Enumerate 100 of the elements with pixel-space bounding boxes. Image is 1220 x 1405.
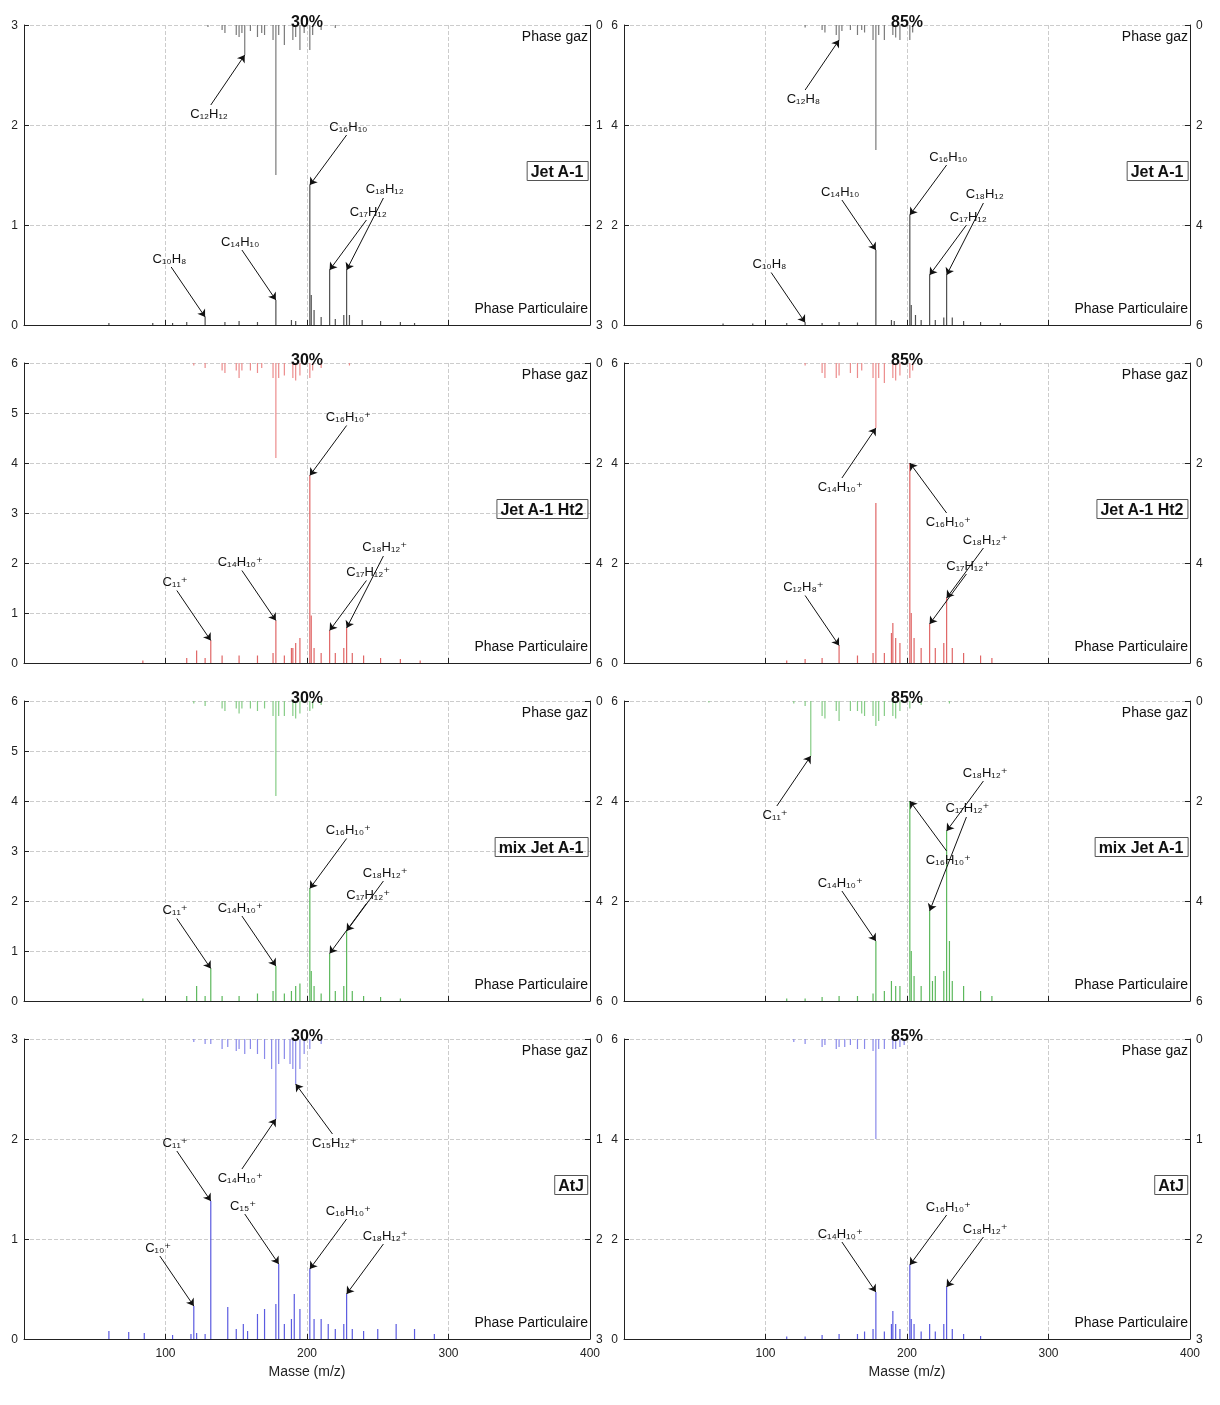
y2-tick-label: 2 — [596, 218, 603, 232]
annotation: C₁₄H₁₀⁺ — [817, 479, 863, 495]
chart-title: 85% — [890, 1026, 924, 1044]
y-tick-label: 6 — [611, 18, 619, 32]
annotation: C₁₄H₁₀⁺ — [817, 1225, 863, 1241]
annotation: C₁₆H₁₀⁺ — [325, 822, 371, 838]
y-tick-label: 1 — [11, 1232, 19, 1246]
annotation: C₁₄H₁₀ — [221, 233, 260, 249]
annotation: C₁₁⁺ — [162, 1134, 188, 1150]
y-tick-label: 0 — [611, 318, 619, 332]
y-tick-label: 2 — [611, 894, 619, 908]
y2-tick-label: 4 — [596, 556, 603, 570]
chart-title: 30% — [290, 1026, 324, 1044]
annotation: C₁₇H₁₂⁺ — [945, 800, 990, 816]
y-tick-label: 4 — [11, 794, 19, 808]
annotation: C₁₆H₁₀⁺ — [925, 1198, 971, 1214]
annotation: Phase gaz — [1121, 28, 1189, 44]
y2-tick-label: 0 — [596, 1032, 603, 1046]
y-tick-label: 2 — [11, 894, 19, 908]
annotation: C₁₆H₁₀ — [329, 118, 368, 134]
annotation: C₁₄H₁₀⁺ — [217, 899, 263, 915]
annotation: C₁₆H₁₀⁺ — [325, 409, 371, 425]
y-tick-label: 3 — [11, 1032, 19, 1046]
annotation: Phase Particulaire — [1074, 300, 1189, 316]
x-tick-label: 400 — [1179, 1346, 1201, 1360]
y2-tick-label: 3 — [1196, 1332, 1203, 1346]
annotation: Phase gaz — [1121, 366, 1189, 382]
annotation: C₁₈H₁₂⁺ — [362, 864, 408, 880]
annotation: Phase Particulaire — [474, 1314, 589, 1330]
y-tick-label: 5 — [11, 406, 19, 420]
annotation: C₁₄H₁₀⁺ — [217, 1170, 263, 1186]
annotation: C₁₀H₈ — [752, 256, 787, 272]
annotation: C₁₁⁺ — [162, 902, 188, 918]
annotation: C₁₈H₁₂⁺ — [362, 539, 408, 555]
annotation: C₁₁⁺ — [762, 807, 788, 823]
y2-tick-label: 6 — [596, 994, 603, 1008]
x-tick-label: 300 — [438, 1346, 459, 1360]
chart-title: 85% — [890, 12, 924, 30]
y2-tick-label: 4 — [1196, 894, 1203, 908]
annotation: C₁₈H₁₂⁺ — [962, 1220, 1008, 1236]
annotation: Phase gaz — [521, 704, 589, 720]
y2-tick-label: 1 — [1196, 1132, 1203, 1146]
x-tick-label: 200 — [896, 1346, 918, 1360]
y-tick-label: 1 — [11, 606, 19, 620]
y2-tick-label: 0 — [1196, 1032, 1203, 1046]
y2-tick-label: 2 — [596, 794, 603, 808]
y-tick-label: 2 — [611, 1232, 619, 1246]
y-tick-label: 2 — [11, 118, 19, 132]
y-tick-label: 4 — [611, 118, 619, 132]
y-tick-label: 5 — [11, 744, 19, 758]
annotation: Phase gaz — [1121, 704, 1189, 720]
annotation: C₁₈H₁₂⁺ — [962, 764, 1008, 780]
y-tick-label: 6 — [11, 694, 19, 708]
y-tick-label: 6 — [611, 1032, 619, 1046]
y-tick-label: 0 — [11, 1332, 19, 1346]
y-tick-label: 6 — [611, 694, 619, 708]
y-tick-label: 4 — [11, 456, 19, 470]
y2-tick-label: 2 — [1196, 1232, 1203, 1246]
y2-tick-label: 4 — [1196, 218, 1203, 232]
y-tick-label: 0 — [611, 994, 619, 1008]
x-tick-label: 400 — [579, 1346, 601, 1360]
y-tick-label: 0 — [611, 1332, 619, 1346]
annotation: C₁₄H₁₀ — [821, 183, 860, 199]
annotation: C₁₇H₁₂ — [949, 208, 987, 224]
annotation: C₁₈H₁₂ — [365, 181, 404, 197]
x-axis-title: Masse (m/z) — [868, 1362, 946, 1379]
y2-tick-label: 6 — [1196, 994, 1203, 1008]
chart-title: 85% — [890, 688, 924, 706]
annotation: AtJ — [1158, 1176, 1184, 1194]
y-tick-label: 1 — [11, 944, 19, 958]
annotation: C₁₅⁺ — [230, 1197, 256, 1213]
x-tick-label: 200 — [296, 1346, 318, 1360]
y2-tick-label: 6 — [1196, 656, 1203, 670]
annotation: Jet A-1 — [1130, 162, 1184, 180]
annotation: C₁₆H₁₀ — [929, 148, 968, 164]
annotation: mix Jet A-1 — [498, 838, 584, 856]
annotation: Phase gaz — [521, 1042, 589, 1058]
y-tick-label: 0 — [11, 994, 19, 1008]
y-tick-label: 0 — [11, 318, 19, 332]
annotation: Phase Particulaire — [1074, 976, 1189, 992]
annotation: AtJ — [558, 1176, 584, 1194]
chart-title: 30% — [290, 350, 324, 368]
y2-tick-label: 1 — [596, 1132, 603, 1146]
y2-tick-label: 2 — [1196, 794, 1203, 808]
chart-title: 30% — [290, 12, 324, 30]
annotation: C₁₄H₁₀⁺ — [817, 874, 863, 890]
y-tick-label: 4 — [611, 456, 619, 470]
annotation: C₁₈H₁₂⁺ — [362, 1227, 408, 1243]
y2-tick-label: 0 — [1196, 694, 1203, 708]
y2-tick-label: 1 — [596, 118, 603, 132]
annotation: C₁₆H₁₀⁺ — [925, 514, 971, 530]
annotation: Jet A-1 — [530, 162, 584, 180]
annotation: C₁₅H₁₂⁺ — [311, 1135, 357, 1151]
annotation: Phase gaz — [521, 28, 589, 44]
x-tick-label: 300 — [1038, 1346, 1059, 1360]
y-tick-label: 6 — [611, 356, 619, 370]
annotation: Jet A-1 Ht2 — [1100, 500, 1184, 518]
y-tick-label: 0 — [11, 656, 19, 670]
annotation: C₁₇H₁₂⁺ — [346, 564, 391, 580]
y2-tick-label: 0 — [1196, 356, 1203, 370]
